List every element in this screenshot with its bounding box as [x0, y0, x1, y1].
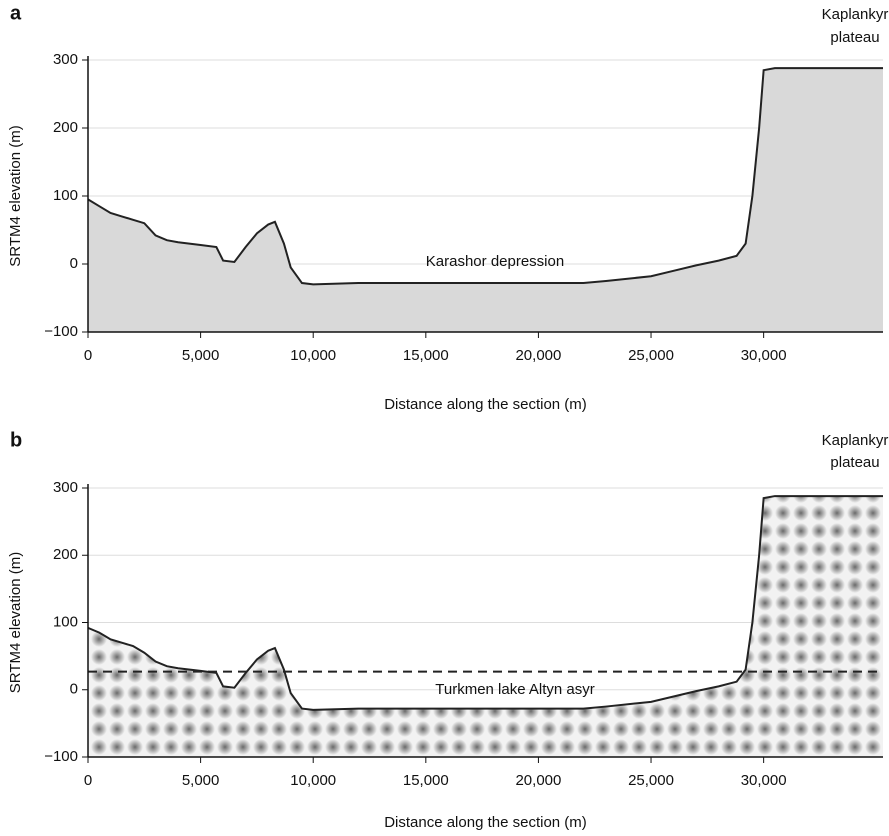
x-tick-label: 5,000	[182, 772, 220, 789]
annotation: Turkmen lake Altyn asyr	[435, 681, 595, 698]
annotation: Kaplankyr	[822, 6, 889, 23]
y-tick-label: 200	[53, 119, 78, 136]
y-tick-label: 0	[70, 255, 78, 272]
y-tick-label: 300	[53, 51, 78, 68]
x-tick-label: 0	[84, 347, 92, 364]
x-tick-label: 30,000	[741, 347, 787, 364]
annotation: plateau	[830, 29, 879, 46]
annotation: Karashor depression	[426, 253, 564, 270]
x-tick-label: 25,000	[628, 772, 674, 789]
x-axis-title: Distance along the section (m)	[384, 396, 587, 413]
area-fill	[88, 496, 883, 757]
x-tick-label: 20,000	[515, 347, 561, 364]
x-axis-title: Distance along the section (m)	[384, 814, 587, 831]
figure: a −100 0 100 200 300 0 5,000 10,000 15,000 20,000 2…	[0, 0, 889, 836]
x-tick-label: 15,000	[403, 347, 449, 364]
x-tick-label: 30,000	[741, 772, 787, 789]
x-tick-label: 20,000	[515, 772, 561, 789]
area-fill	[88, 68, 883, 332]
annotation: Kaplankyr	[822, 432, 889, 449]
y-tick-label: 100	[53, 187, 78, 204]
y-axis-title: SRTM4 elevation (m)	[7, 125, 24, 266]
y-tick-label: 0	[70, 681, 78, 698]
x-tick-label: 0	[84, 772, 92, 789]
y-tick-label: 200	[53, 546, 78, 563]
x-tick-label: 10,000	[290, 772, 336, 789]
annotation: plateau	[830, 454, 879, 471]
y-tick-label: −100	[44, 748, 78, 765]
panel-label: b	[10, 429, 22, 451]
panel-label: a	[10, 2, 22, 24]
x-tick-label: 10,000	[290, 347, 336, 364]
x-tick-label: 5,000	[182, 347, 220, 364]
x-tick-label: 25,000	[628, 347, 674, 364]
x-tick-label: 15,000	[403, 772, 449, 789]
y-tick-label: −100	[44, 323, 78, 340]
y-tick-label: 100	[53, 613, 78, 630]
y-axis-title: SRTM4 elevation (m)	[7, 552, 24, 693]
y-tick-label: 300	[53, 479, 78, 496]
